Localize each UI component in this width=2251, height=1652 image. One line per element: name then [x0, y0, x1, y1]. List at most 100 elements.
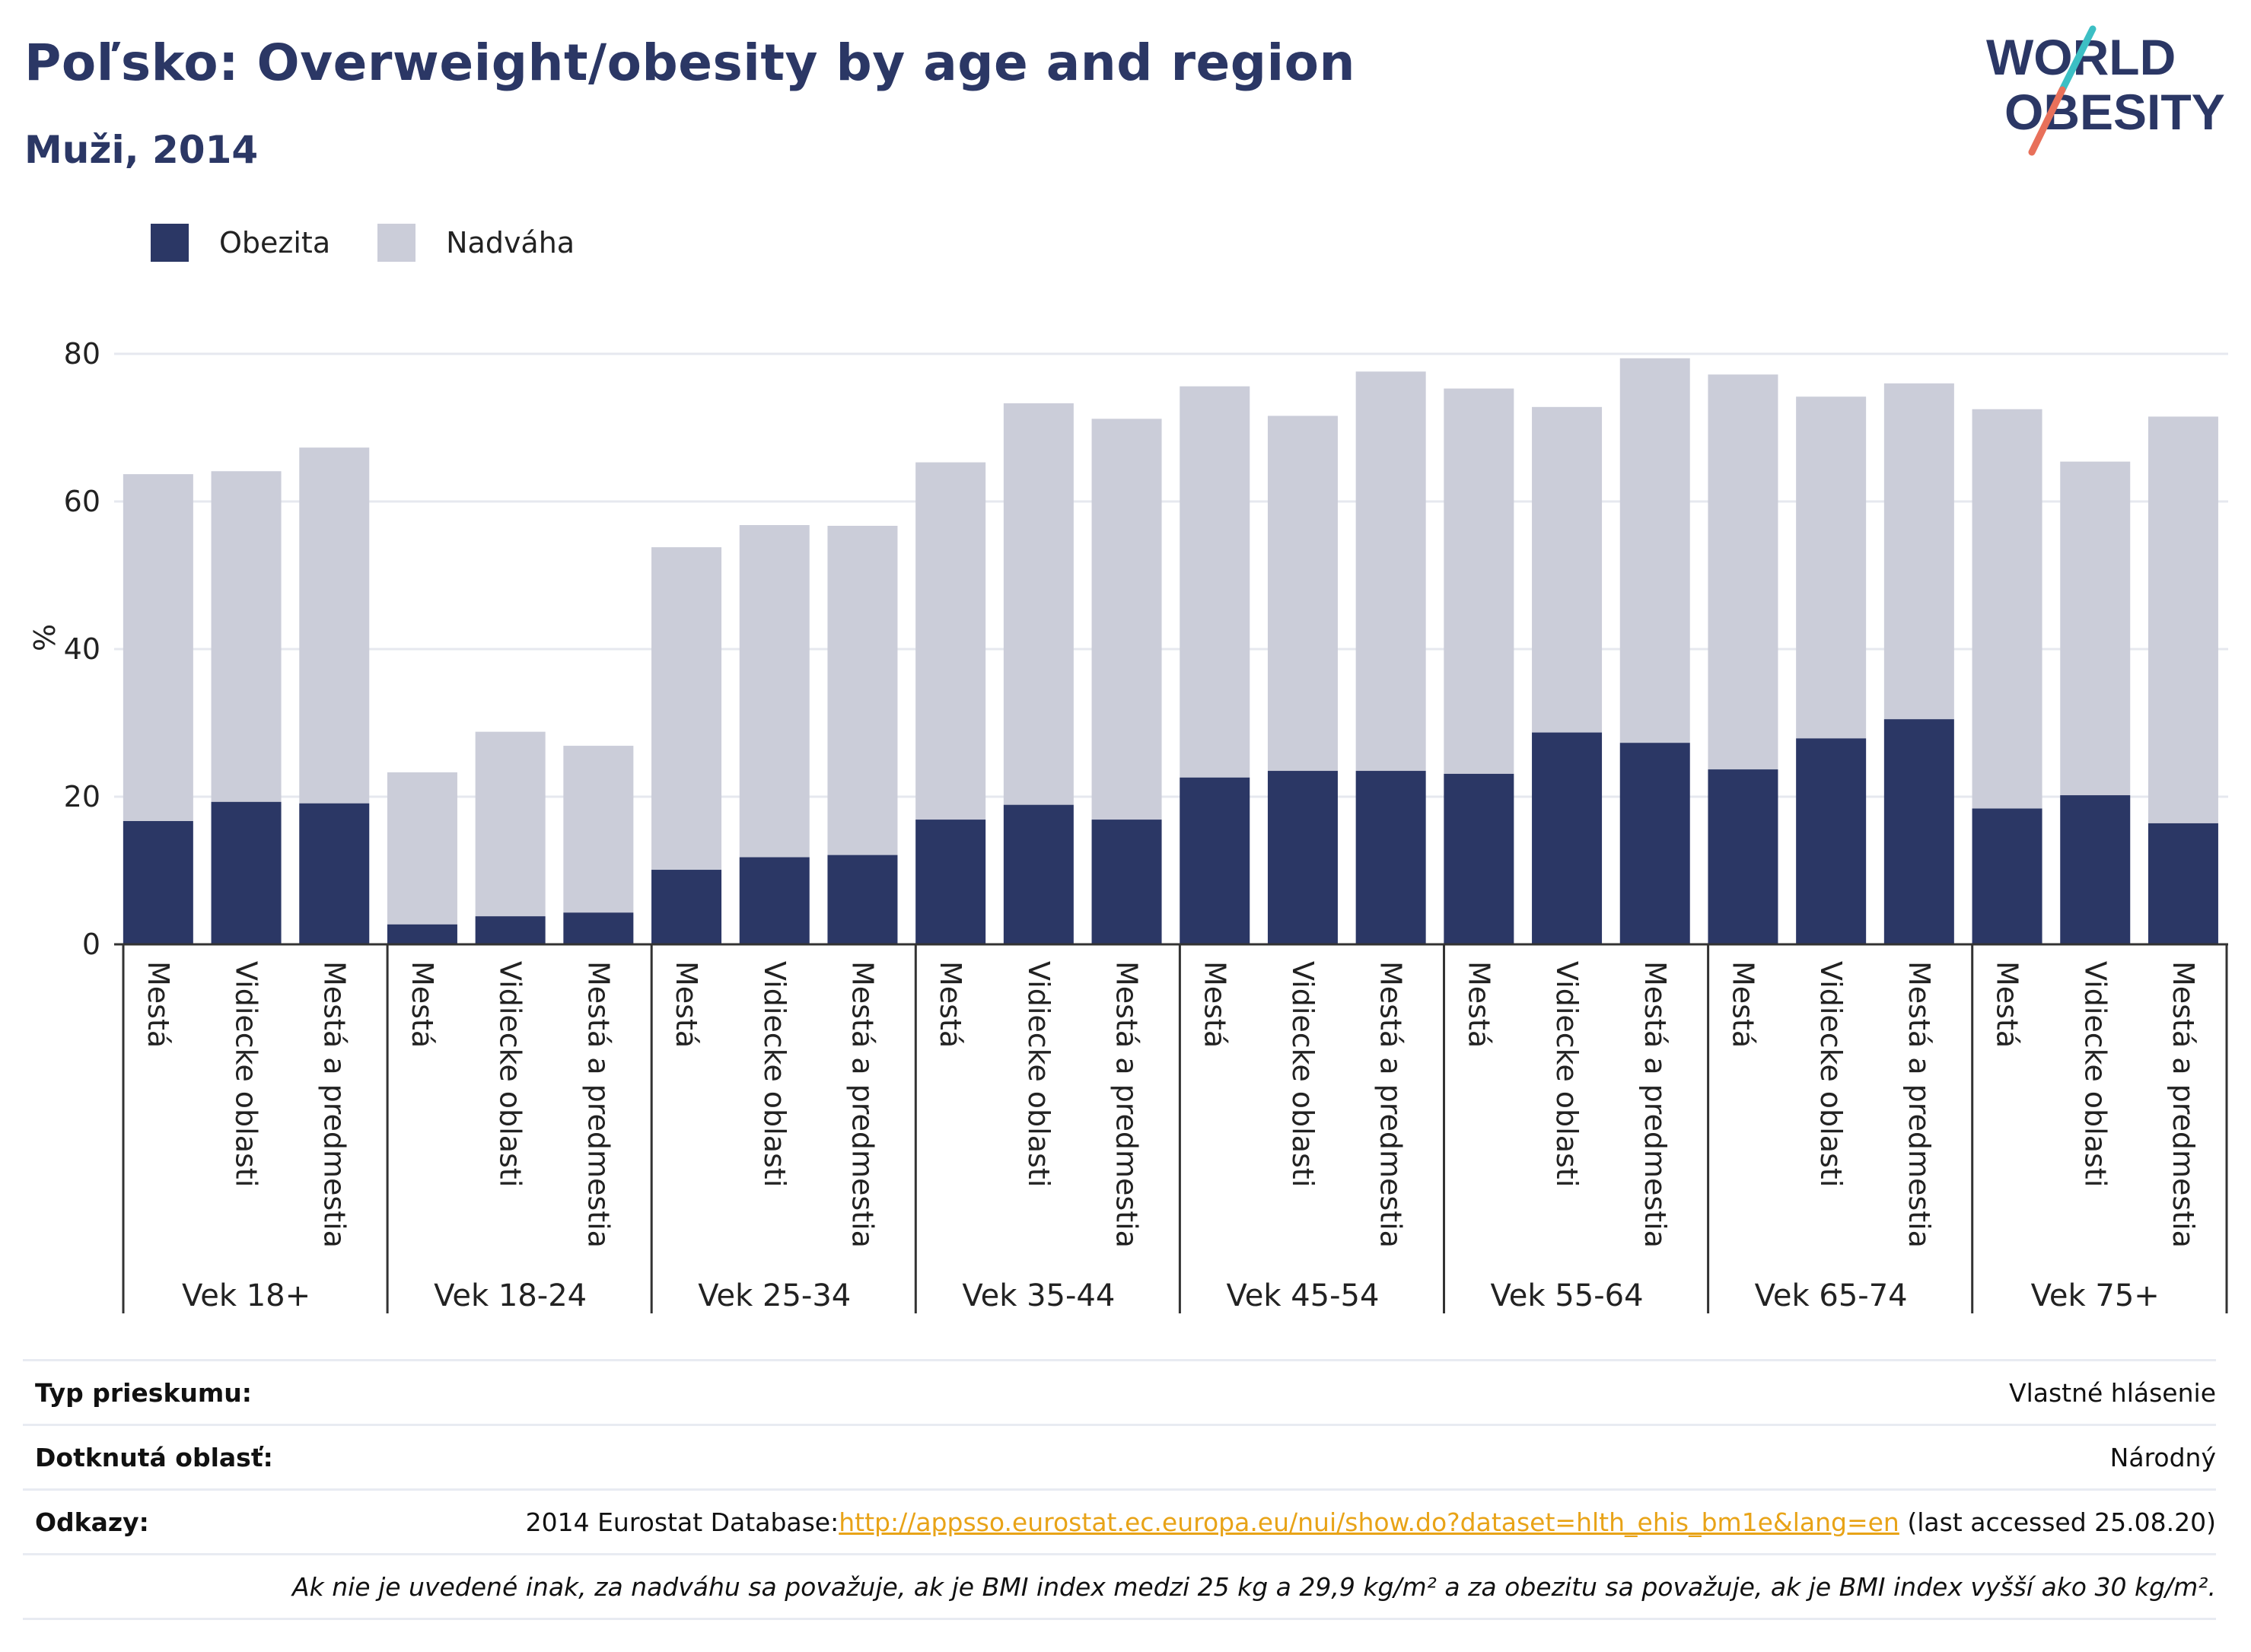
area-value: Národný — [2109, 1442, 2216, 1472]
x-tick-label: Vidiecke oblasti — [1286, 961, 1320, 1187]
bar-overweight[interactable] — [563, 746, 634, 913]
bar-overweight[interactable] — [2148, 416, 2218, 823]
bar-obesity[interactable] — [1972, 808, 2042, 944]
bar-overweight[interactable] — [211, 471, 282, 802]
bar-overweight[interactable] — [299, 447, 370, 804]
bar-obesity[interactable] — [211, 801, 282, 944]
bar-obesity[interactable] — [2060, 795, 2131, 944]
bar-overweight[interactable] — [1796, 396, 1867, 739]
chart-title: Poľsko: Overweight/obesity by age and re… — [24, 33, 1355, 92]
bar-overweight[interactable] — [915, 462, 986, 820]
x-tick-label: Mestá — [1462, 961, 1495, 1048]
meta-row-survey: Typ prieskumu: Vlastné hlásenie — [23, 1359, 2216, 1424]
x-tick-label: Mestá a predmestia — [317, 961, 351, 1248]
bar-obesity[interactable] — [1180, 777, 1250, 944]
legend-item-obesity[interactable]: Obezita — [151, 224, 330, 262]
bar-obesity[interactable] — [123, 821, 193, 944]
group-label: Vek 25-34 — [698, 1278, 851, 1313]
group-label: Vek 55-64 — [1491, 1278, 1644, 1313]
y-tick-label: 40 — [64, 632, 100, 666]
bar-overweight[interactable] — [2060, 461, 2131, 796]
group-label: Vek 75+ — [2031, 1278, 2160, 1313]
references-link[interactable]: http://appsso.eurostat.ec.europa.eu/nui/… — [839, 1507, 1899, 1537]
group-label: Vek 35-44 — [962, 1278, 1115, 1313]
x-tick-label: Mestá a predmestia — [1638, 961, 1672, 1248]
x-tick-label: Mestá a predmestia — [1110, 961, 1144, 1248]
x-tick-label: Mestá a predmestia — [1902, 961, 1936, 1248]
references-suffix: (last accessed 25.08.20) — [1899, 1507, 2216, 1537]
bar-obesity[interactable] — [1444, 773, 1514, 944]
bar-obesity[interactable] — [563, 912, 634, 944]
logo-slash-coral — [2028, 86, 2066, 156]
legend-label-obesity: Obezita — [219, 226, 331, 259]
legend-item-overweight[interactable]: Nadváha — [377, 224, 575, 262]
bar-overweight[interactable] — [1003, 403, 1074, 805]
bar-obesity[interactable] — [2148, 823, 2218, 944]
x-tick-label: Vidiecke oblasti — [1814, 961, 1848, 1187]
bar-overweight[interactable] — [651, 547, 722, 871]
bar-overweight[interactable] — [1267, 415, 1338, 772]
bar-overweight[interactable] — [1532, 406, 1603, 733]
bar-obesity[interactable] — [1003, 804, 1074, 944]
x-tick-label: Mestá a predmestia — [845, 961, 879, 1248]
x-tick-label: Vidiecke oblasti — [494, 961, 527, 1187]
bar-obesity[interactable] — [1091, 820, 1162, 944]
bar-obesity[interactable] — [475, 916, 546, 944]
bar-obesity[interactable] — [1267, 771, 1338, 944]
bar-overweight[interactable] — [475, 731, 546, 917]
legend-swatch-overweight — [377, 224, 416, 262]
x-tick-label: Vidiecke oblasti — [1550, 961, 1584, 1187]
x-tick-label: Mestá — [1991, 961, 2024, 1048]
group-label: Vek 18-24 — [434, 1278, 587, 1313]
bar-obesity[interactable] — [1355, 771, 1426, 944]
area-label: Dotknutá oblasť: — [35, 1442, 273, 1472]
bar-overweight[interactable] — [1619, 358, 1690, 743]
x-tick-label: Vidiecke oblasti — [230, 961, 263, 1187]
bar-overweight[interactable] — [1180, 386, 1250, 778]
bar-obesity[interactable] — [1532, 732, 1603, 944]
bar-obesity[interactable] — [387, 924, 457, 944]
survey-type-value: Vlastné hlásenie — [2009, 1377, 2216, 1408]
legend: Obezita Nadváha — [151, 224, 622, 262]
y-tick-label: 20 — [64, 780, 100, 813]
bar-overweight[interactable] — [1355, 371, 1426, 772]
bmi-note: Ak nie je uvedené inak, za nadváhu sa po… — [292, 1571, 2216, 1602]
bar-overweight[interactable] — [1883, 383, 1954, 720]
bar-overweight[interactable] — [387, 772, 457, 925]
meta-row-area: Dotknutá oblasť: Národný — [23, 1424, 2216, 1488]
bar-obesity[interactable] — [739, 857, 810, 944]
group-label: Vek 18+ — [182, 1278, 310, 1313]
bar-overweight[interactable] — [1091, 419, 1162, 820]
y-tick-label: 60 — [64, 485, 100, 518]
group-label: Vek 65-74 — [1755, 1278, 1908, 1313]
bar-obesity[interactable] — [1796, 738, 1867, 944]
bar-obesity[interactable] — [1619, 743, 1690, 944]
x-tick-label: Mestá — [934, 961, 967, 1048]
bar-obesity[interactable] — [299, 803, 370, 944]
bar-obesity[interactable] — [827, 855, 898, 944]
bar-overweight[interactable] — [827, 526, 898, 855]
bar-overweight[interactable] — [1972, 409, 2042, 809]
references-label: Odkazy: — [35, 1507, 149, 1537]
x-tick-label: Mestá — [142, 961, 175, 1048]
y-tick-label: 0 — [82, 928, 100, 961]
bar-overweight[interactable] — [123, 474, 193, 822]
x-tick-label: Mestá — [670, 961, 703, 1048]
x-tick-label: Vidiecke oblasti — [758, 961, 791, 1187]
x-tick-label: Vidiecke oblasti — [2078, 961, 2112, 1187]
bar-obesity[interactable] — [915, 820, 986, 944]
y-tick-label: 80 — [64, 337, 100, 371]
bar-obesity[interactable] — [1883, 719, 1954, 944]
y-axis-label: % — [28, 624, 62, 651]
bar-obesity[interactable] — [1708, 769, 1778, 944]
metadata-table: Typ prieskumu: Vlastné hlásenie Dotknutá… — [23, 1359, 2216, 1620]
bar-overweight[interactable] — [1444, 388, 1514, 774]
bar-obesity[interactable] — [651, 870, 722, 944]
x-tick-label: Mestá a predmestia — [1374, 961, 1408, 1248]
legend-swatch-obesity — [151, 224, 189, 262]
x-tick-label: Mestá a predmestia — [2167, 961, 2200, 1248]
bar-overweight[interactable] — [1708, 374, 1778, 770]
legend-label-overweight: Nadváha — [446, 226, 575, 259]
bar-overweight[interactable] — [739, 525, 810, 858]
x-tick-label: Mestá — [406, 961, 439, 1048]
